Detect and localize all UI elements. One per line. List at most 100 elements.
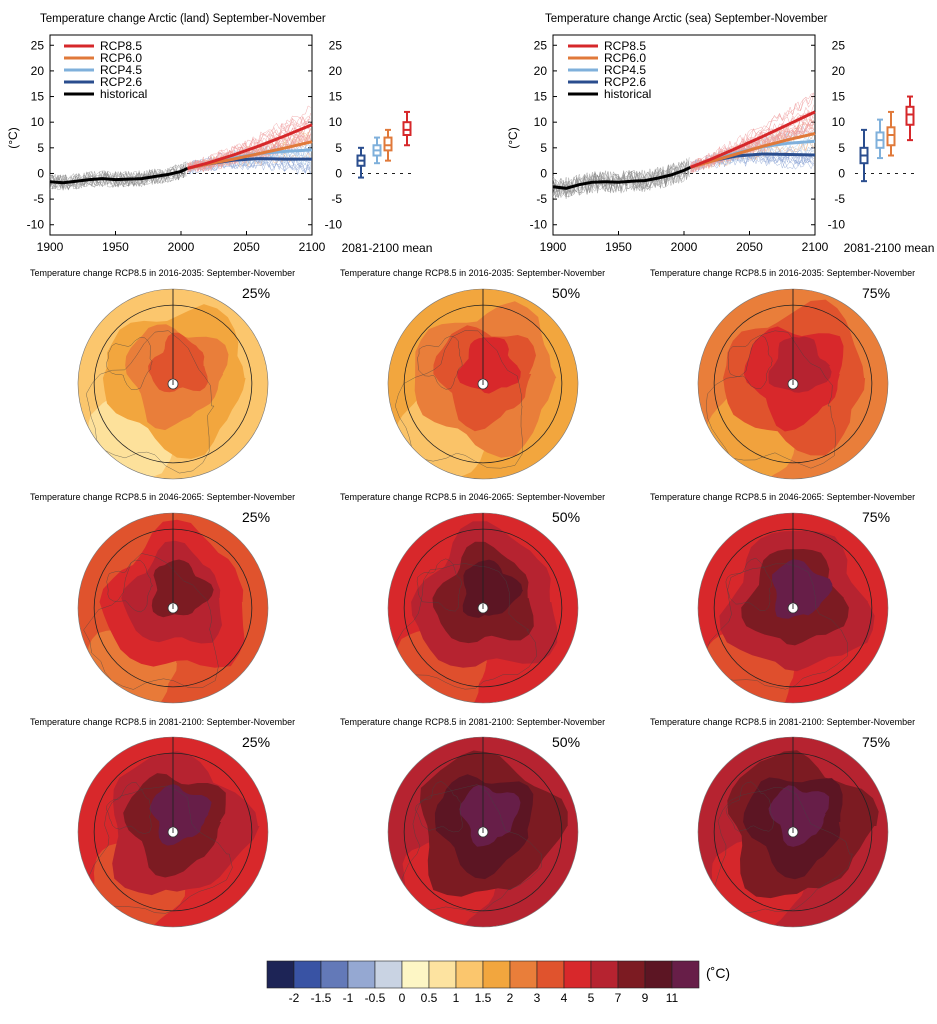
coastline xyxy=(727,334,773,389)
colorbar-swatch xyxy=(455,960,484,989)
y-tick-label-right: 10 xyxy=(329,115,343,129)
legend-historical: historical xyxy=(604,87,651,101)
coastline xyxy=(398,784,542,914)
coastline xyxy=(725,557,773,611)
legend-rcp26: RCP2.6 xyxy=(100,75,142,89)
map-region xyxy=(462,559,524,618)
land-panel-title: Temperature change Arctic (land) Septemb… xyxy=(40,13,326,25)
map-title-r0c2: Temperature change RCP8.5 in 2016-2035: … xyxy=(650,268,915,278)
y-tick-label-right: 25 xyxy=(329,38,343,52)
coastline xyxy=(87,785,233,914)
land-y-axis-label: (°C) xyxy=(6,127,20,148)
y-tick-label: 25 xyxy=(534,38,548,52)
polar-map-r2c0 xyxy=(77,736,269,928)
coastline xyxy=(106,781,152,834)
y-tick-label: 20 xyxy=(534,64,548,78)
box-iqr xyxy=(905,105,915,126)
map-region xyxy=(148,332,208,393)
map-title-r2c0: Temperature change RCP8.5 in 2081-2100: … xyxy=(30,717,295,727)
y-tick-label-right: -5 xyxy=(331,192,342,206)
map-title-r0c1: Temperature change RCP8.5 in 2016-2035: … xyxy=(340,268,605,278)
map-title-r1c1: Temperature change RCP8.5 in 2046-2065: … xyxy=(340,492,605,502)
map-title-r2c2: Temperature change RCP8.5 in 2081-2100: … xyxy=(650,717,915,727)
legend-historical: historical xyxy=(100,87,147,101)
colorbar-tick-label: 1.5 xyxy=(475,991,492,1005)
map-region xyxy=(457,337,521,394)
y-tick-label-right: 0 xyxy=(335,166,342,180)
coastline xyxy=(416,558,462,612)
y-tick-label: 25 xyxy=(31,38,45,52)
colorbar-tick-label: -1.5 xyxy=(311,991,332,1005)
polar-maps xyxy=(77,288,889,928)
polar-map-r1c1 xyxy=(387,512,579,704)
y-tick-label-right: 0 xyxy=(838,166,845,180)
historical-model-run xyxy=(552,162,690,199)
colorbar-swatch xyxy=(509,960,538,989)
x-tick-label: 1900 xyxy=(37,240,64,254)
y-tick-label: 10 xyxy=(31,115,45,129)
colorbar-swatch xyxy=(266,960,295,989)
map-region xyxy=(768,785,830,847)
coastline xyxy=(417,335,463,390)
box-iqr xyxy=(886,126,896,147)
scenario-model-run xyxy=(187,150,311,172)
colorbar-tick-label: 1 xyxy=(453,991,460,1005)
y-tick-label-right: 15 xyxy=(329,90,343,104)
coastline xyxy=(391,563,537,690)
y-tick-label: 5 xyxy=(37,141,44,155)
map-region xyxy=(772,559,833,619)
percentile-label-r2c2: 75% xyxy=(862,734,890,750)
percentile-label-r1c1: 50% xyxy=(552,509,580,525)
colorbar-unit: (˚C) xyxy=(706,965,730,981)
coastline xyxy=(106,559,154,613)
y-tick-label: 0 xyxy=(37,166,44,180)
series-line-rcp60 xyxy=(690,132,816,169)
y-tick-label: 15 xyxy=(534,90,548,104)
x-tick-label: 1900 xyxy=(540,240,567,254)
colorbar-tick-label: 7 xyxy=(615,991,622,1005)
map-title-r2c1: Temperature change RCP8.5 in 2081-2100: … xyxy=(340,717,605,727)
y-tick-label-right: 10 xyxy=(832,115,846,129)
y-tick-label: -5 xyxy=(536,192,547,206)
colorbar-swatch xyxy=(671,960,700,989)
map-grid: Temperature change RCP8.5 in 2016-2035: … xyxy=(30,268,915,928)
scenario-model-run xyxy=(690,139,814,170)
polar-map-r1c2 xyxy=(697,512,889,704)
colorbar-swatch xyxy=(482,960,511,989)
series-line-historical xyxy=(49,166,189,185)
colorbar-swatch xyxy=(536,960,565,989)
y-tick-label: 15 xyxy=(31,90,45,104)
polar-map-r2c2 xyxy=(697,736,889,928)
series-line-rcp85 xyxy=(187,123,313,170)
percentile-label-r1c0: 25% xyxy=(242,509,270,525)
map-region xyxy=(149,784,212,846)
legend-rcp85: RCP8.5 xyxy=(100,39,142,53)
map-region xyxy=(768,336,832,393)
polar-map-r2c1 xyxy=(387,736,579,928)
coastline xyxy=(394,330,523,469)
colorbar-tick-label: 0.5 xyxy=(421,991,438,1005)
coastline xyxy=(106,337,153,390)
legend-rcp85: RCP8.5 xyxy=(604,39,646,53)
coastline xyxy=(705,330,836,469)
y-tick-label-right: 5 xyxy=(335,141,342,155)
x-tick-label: 1950 xyxy=(102,240,129,254)
y-tick-label-right: 5 xyxy=(838,141,845,155)
series-line-historical xyxy=(552,165,692,190)
coastline xyxy=(713,786,853,914)
historical-model-run xyxy=(49,163,187,191)
percentile-label-r0c2: 75% xyxy=(862,285,890,301)
land-timeseries-panel: Temperature change Arctic (land) Septemb… xyxy=(6,13,432,255)
legend-rcp60: RCP6.0 xyxy=(100,51,142,65)
y-tick-label: -10 xyxy=(530,218,548,232)
land-mean-label: 2081-2100 mean xyxy=(342,241,433,255)
x-tick-label: 2000 xyxy=(168,240,195,254)
colorbar-tick-label: 0 xyxy=(399,991,406,1005)
coastline xyxy=(414,780,463,833)
y-tick-label-right: 20 xyxy=(832,64,846,78)
colorbar-tick-label: 3 xyxy=(534,991,541,1005)
colorbar-tick-label: -2 xyxy=(289,991,300,1005)
map-title-r1c2: Temperature change RCP8.5 in 2046-2065: … xyxy=(650,492,915,502)
colorbar-swatch xyxy=(320,960,349,989)
y-tick-label-right: -10 xyxy=(828,218,846,232)
